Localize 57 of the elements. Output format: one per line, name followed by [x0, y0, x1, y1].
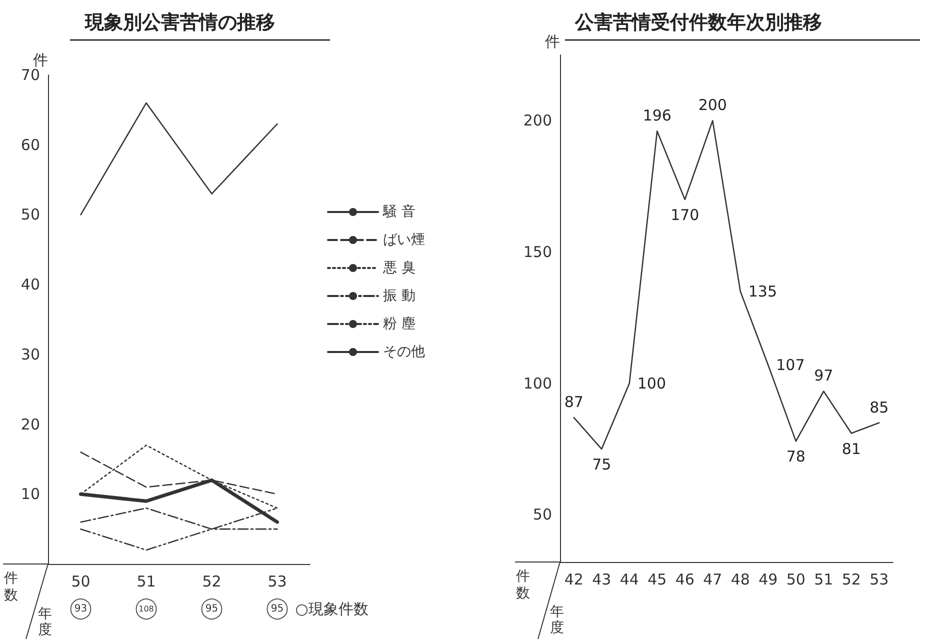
- x-tick-label: 50: [786, 570, 806, 588]
- y-tick-label: 10: [20, 485, 40, 504]
- text: ○現象件数: [295, 600, 368, 618]
- y-tick-label: 100: [523, 374, 552, 392]
- data-label: 81: [842, 440, 861, 458]
- x-tick-label: 52: [202, 572, 222, 590]
- text: 件数: [4, 570, 18, 604]
- y-tick-label: 50: [20, 206, 40, 224]
- data-label: 78: [786, 448, 806, 466]
- data-label: 196: [642, 106, 672, 125]
- text: 93: [74, 604, 88, 614]
- x-tick-label: 43: [592, 570, 612, 588]
- data-label: 97: [814, 366, 834, 385]
- data-label: 135: [748, 282, 778, 300]
- y-tick-label: 30: [20, 345, 40, 364]
- x-tick-label: 52: [842, 570, 861, 588]
- y-tick-label: 60: [20, 136, 40, 154]
- data-label: 100: [637, 374, 666, 392]
- y-axis-title: 件: [545, 32, 560, 50]
- x-tick-label: 49: [758, 570, 778, 588]
- x-tick-label: 42: [564, 570, 584, 588]
- data-label: 75: [592, 456, 612, 474]
- y-tick-label: 150: [523, 243, 552, 262]
- y-tick-label: 20: [20, 415, 40, 434]
- x-tick-label: 51: [136, 572, 156, 590]
- legend-label: 粉 塵: [383, 316, 416, 332]
- text: 95: [270, 604, 284, 614]
- legend-label: 騒 音: [382, 204, 416, 220]
- y-tick-label: 40: [20, 276, 40, 294]
- legend-label: 振 動: [383, 288, 416, 304]
- x-axis-title: 年度: [550, 604, 564, 636]
- legend-label: ばい煙: [383, 232, 425, 248]
- y-tick-label: 50: [532, 506, 552, 524]
- line-series: [80, 102, 278, 216]
- x-tick-label: 47: [703, 570, 722, 588]
- x-tick-label: 53: [870, 570, 889, 588]
- data-label: 107: [776, 356, 805, 374]
- x-tick-label: 46: [675, 570, 694, 588]
- data-label: 87: [564, 393, 584, 412]
- x-tick-label: 51: [814, 570, 834, 588]
- x-tick-label: 44: [620, 570, 639, 588]
- x-tick-label: 48: [730, 570, 750, 588]
- legend-label: その他: [383, 344, 425, 360]
- data-label: 200: [698, 96, 727, 114]
- text: 95: [205, 604, 218, 614]
- chart-title: 公害苦情受付件数年次別推移: [574, 12, 822, 34]
- x-tick-label: 50: [71, 572, 90, 590]
- text: 108: [138, 604, 154, 614]
- x-tick-label: 45: [648, 570, 667, 588]
- legend-label: 悪 臭: [382, 260, 416, 276]
- text: 件数: [516, 568, 530, 602]
- data-label: 170: [670, 206, 700, 224]
- x-axis-title: 年度: [38, 606, 52, 638]
- y-tick-label: 200: [523, 112, 552, 130]
- x-tick-label: 53: [268, 572, 287, 590]
- data-label: 85: [870, 398, 889, 416]
- chart-title: 現象別公害苦情の推移: [84, 12, 275, 34]
